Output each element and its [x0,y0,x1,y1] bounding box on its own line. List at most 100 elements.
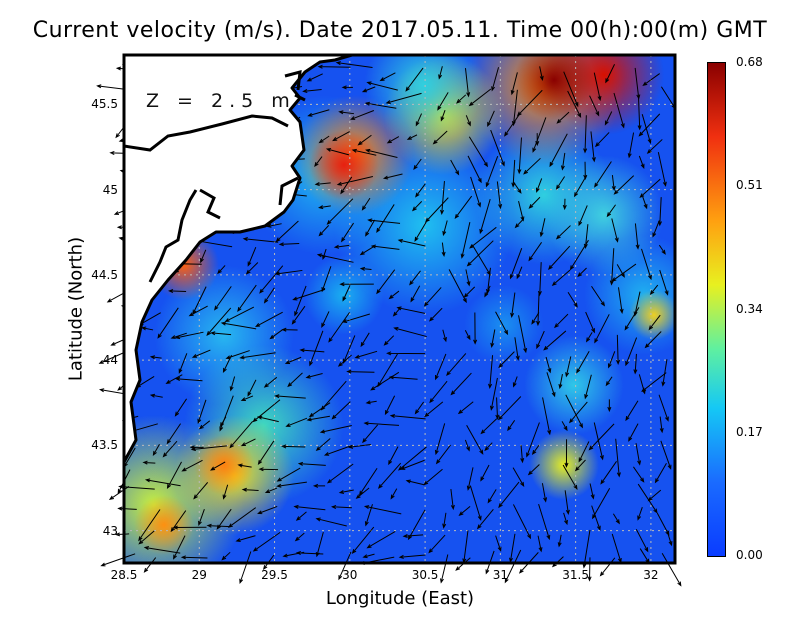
velocity-arrow [612,513,620,525]
velocity-arrow [174,331,204,340]
velocity-arrow [562,464,578,491]
velocity-arrow [414,221,427,242]
velocity-arrow [197,399,207,424]
velocity-arrow [178,353,188,374]
velocity-arrow [565,356,572,378]
y-tick-label: 44.5 [91,267,118,282]
velocity-arrow [247,247,257,267]
velocity-arrow [468,136,488,168]
velocity-arrow [287,372,303,388]
velocity-arrow [438,66,443,80]
velocity-arrow [659,416,664,434]
velocity-arrow [489,377,498,411]
velocity-arrow [485,267,491,295]
velocity-arrow [340,222,354,243]
velocity-arrow [361,197,371,211]
velocity-arrow [542,397,552,436]
velocity-arrow [317,64,351,69]
velocity-arrow [557,534,562,548]
velocity-arrow [528,242,543,262]
velocity-arrow [537,262,542,297]
velocity-arrow [405,67,424,92]
velocity-arrow [516,266,523,280]
velocity-arrow [214,286,232,311]
velocity-arrow [338,551,352,581]
velocity-arrow [258,467,279,472]
velocity-arrow [564,439,569,468]
velocity-arrow [255,311,283,328]
velocity-arrow [464,68,471,98]
velocity-arrow [166,423,181,445]
velocity-arrow [517,137,522,175]
velocity-arrow [523,157,541,175]
velocity-arrow [320,380,347,411]
velocity-arrow [660,440,672,470]
velocity-arrow [633,466,645,483]
y-tick-label: 45 [102,182,118,197]
velocity-arrow [388,290,400,300]
velocity-arrow [637,95,642,131]
velocity-arrow [341,313,370,323]
velocity-arrow [582,529,591,569]
velocity-arrow [585,311,595,334]
velocity-arrow [543,330,567,351]
lagoon-coastline [123,69,306,283]
velocity-arrow [338,489,354,494]
velocity-arrow [624,307,640,331]
velocity-arrow [576,350,590,374]
velocity-arrow [569,239,589,271]
velocity-arrow [274,269,303,276]
velocity-arrow [469,226,497,249]
x-tick-label: 30.5 [411,568,439,582]
velocity-arrow [545,356,552,374]
velocity-arrow [476,509,494,530]
velocity-arrow [457,401,474,415]
velocity-arrow [605,64,615,84]
velocity-arrow [362,424,379,444]
velocity-arrow [330,504,352,509]
velocity-arrow [382,173,403,180]
velocity-arrow [657,152,667,187]
velocity-arrow [363,505,402,515]
velocity-arrow [633,291,641,317]
velocity-arrow [611,218,619,243]
velocity-arrow [512,504,532,540]
velocity-arrow [456,94,467,104]
velocity-arrow [291,305,306,325]
velocity-arrow [510,292,516,319]
velocity-arrow [220,321,257,330]
velocity-arrow [413,158,422,171]
velocity-arrow [314,182,331,187]
velocity-arrow [635,443,642,466]
velocity-arrow [235,535,256,543]
velocity-arrow [355,487,370,499]
velocity-arrow [442,512,447,529]
velocity-arrow [450,372,472,396]
velocity-arrow [562,198,567,211]
velocity-arrow [308,402,331,418]
velocity-arrow [269,329,283,340]
velocity-arrow [366,81,398,91]
velocity-arrow [512,376,518,388]
velocity-arrow [117,506,137,511]
y-tick-label: 45.5 [91,97,118,112]
x-tick-label: 31.5 [562,568,589,582]
velocity-arrow [294,285,307,317]
velocity-arrow [363,421,400,426]
depth-label: Z = 2.5 m [146,90,296,112]
velocity-arrow [617,287,624,314]
velocity-arrow [302,89,322,94]
velocity-arrow [435,353,447,381]
velocity-arrow [149,355,162,360]
velocity-arrow [555,176,566,190]
velocity-arrow [242,237,279,243]
colorbar-tick-label: 0.17 [736,424,763,439]
velocity-arrow [589,483,595,500]
velocity-arrow [469,485,482,521]
velocity-arrow [188,305,208,317]
velocity-arrow [644,331,662,349]
velocity-arrow [365,148,398,158]
velocity-arrow [510,72,518,96]
velocity-arrow [466,467,474,491]
velocity-arrow [347,444,371,449]
